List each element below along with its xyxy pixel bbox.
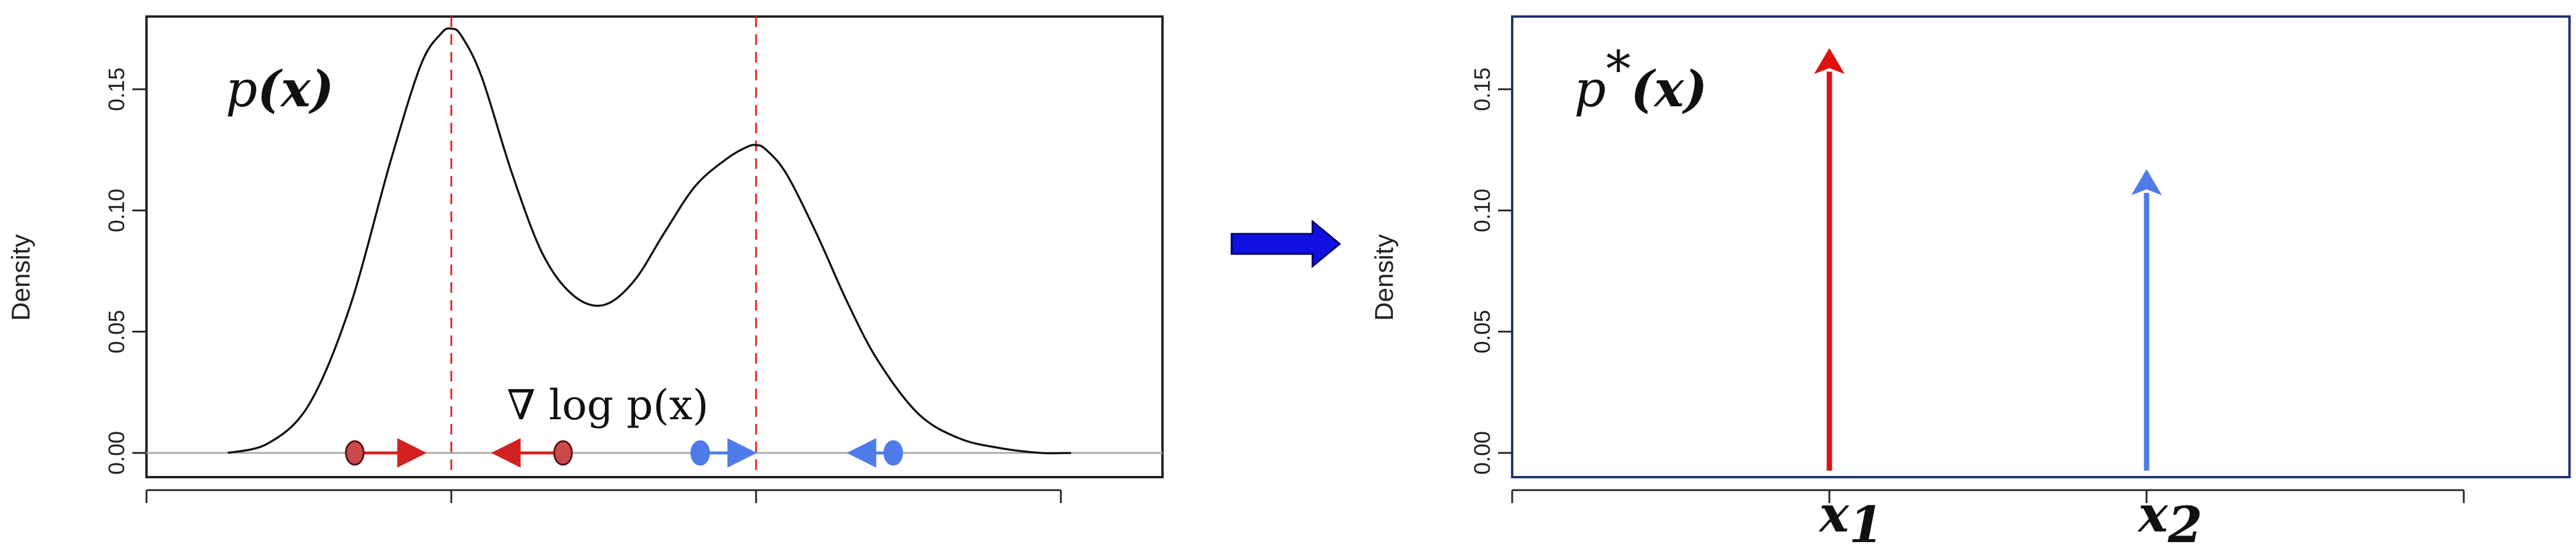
gradient-arrow [491, 438, 573, 468]
y-tick-label: 0.05 [1470, 310, 1495, 354]
gradient-arrow [345, 438, 427, 468]
y-tick-label: 0.10 [105, 188, 129, 232]
title-p: p [226, 60, 258, 118]
density-curve [227, 27, 1072, 455]
y-tick-label: 0.15 [1470, 67, 1495, 111]
impulse-head [1814, 48, 1845, 74]
optimal-panel: 0.00 0.05 0.10 0.15 Density p*(x) x1 x2 [1370, 15, 2571, 548]
gradient-annotation: ∇ log p(x) [507, 381, 709, 429]
y-axis: 0.00 0.05 0.10 0.15 [105, 67, 146, 475]
y-tick-label: 0.00 [105, 431, 129, 475]
gradient-arrow [846, 438, 903, 468]
optimal-title: p*(x) [1574, 40, 1707, 118]
x-axis [1511, 489, 2465, 503]
y-tick-label: 0.10 [1470, 188, 1495, 232]
x1-label: x1 [1818, 485, 1884, 548]
y-axis: 0.00 0.05 0.10 0.15 [1470, 67, 1512, 475]
y-axis-title: Density [6, 234, 35, 321]
impulse-head [2131, 169, 2162, 195]
title-p: p [1574, 60, 1606, 118]
y-tick-label: 0.15 [105, 67, 129, 111]
title-arg: (x) [258, 60, 334, 118]
y-tick-label: 0.00 [1470, 431, 1495, 475]
title-arg: (x) [1631, 60, 1708, 118]
y-axis-title: Density [1370, 234, 1399, 321]
sample-point [883, 440, 903, 466]
x2-label: x2 [2137, 485, 2203, 548]
gradient-arrow [690, 438, 757, 468]
density-title: p(x) [226, 60, 334, 118]
plot-area [1814, 48, 2162, 471]
title-star: * [1606, 40, 1631, 98]
transition-arrow [1230, 219, 1341, 269]
density-panel: 0.00 0.05 0.10 0.15 Density p(x) ∇ log p(x) [6, 15, 1164, 503]
sample-point [690, 440, 710, 466]
plot-frame [1511, 15, 2571, 478]
arrow-icon [1230, 219, 1341, 269]
plot-frame [145, 15, 1164, 478]
sample-point [553, 440, 573, 466]
sample-point [345, 440, 365, 466]
x-axis [145, 489, 1062, 503]
y-tick-label: 0.05 [105, 310, 129, 354]
plot-area [146, 17, 1162, 477]
